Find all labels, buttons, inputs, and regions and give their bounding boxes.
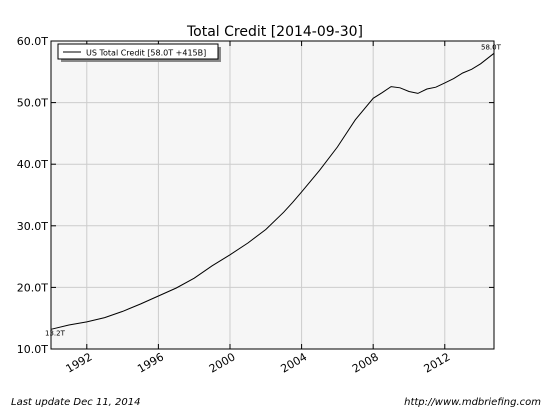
y-tick-label: 20.0T [17, 281, 48, 294]
y-tick-label: 30.0T [17, 220, 48, 233]
source-url-link[interactable]: http://www.mdbriefing.com [404, 397, 541, 408]
series-line-us-total-credit [50, 52, 495, 330]
plot-background [51, 41, 494, 349]
x-tick-label: 2004 [278, 350, 309, 375]
annotation-start-value: 13.2T [45, 329, 66, 337]
y-tick-label: 40.0T [17, 158, 48, 171]
legend-entry-us-total-credit: US Total Credit [58.0T +415B] [86, 49, 206, 58]
x-tick-label: 2008 [350, 350, 381, 375]
legend: US Total Credit [58.0T +415B] [57, 43, 221, 62]
x-tick-label: 2012 [422, 350, 453, 375]
y-tick-label: 10.0T [17, 343, 48, 356]
y-tick-label: 50.0T [17, 97, 48, 110]
y-tick-label: 60.0T [17, 35, 48, 48]
plot-frame [50, 40, 495, 350]
annotation-end-value: 58.0T [481, 43, 502, 51]
chart-title: Total Credit [2014-09-30] [186, 24, 363, 40]
last-update-text: Last update Dec 11, 2014 [11, 397, 141, 408]
x-tick-label: 1992 [64, 350, 95, 375]
legend-box [57, 43, 219, 60]
grid [51, 41, 494, 349]
x-tick-label: 2000 [207, 350, 238, 375]
x-tick-label: 1996 [135, 350, 166, 375]
